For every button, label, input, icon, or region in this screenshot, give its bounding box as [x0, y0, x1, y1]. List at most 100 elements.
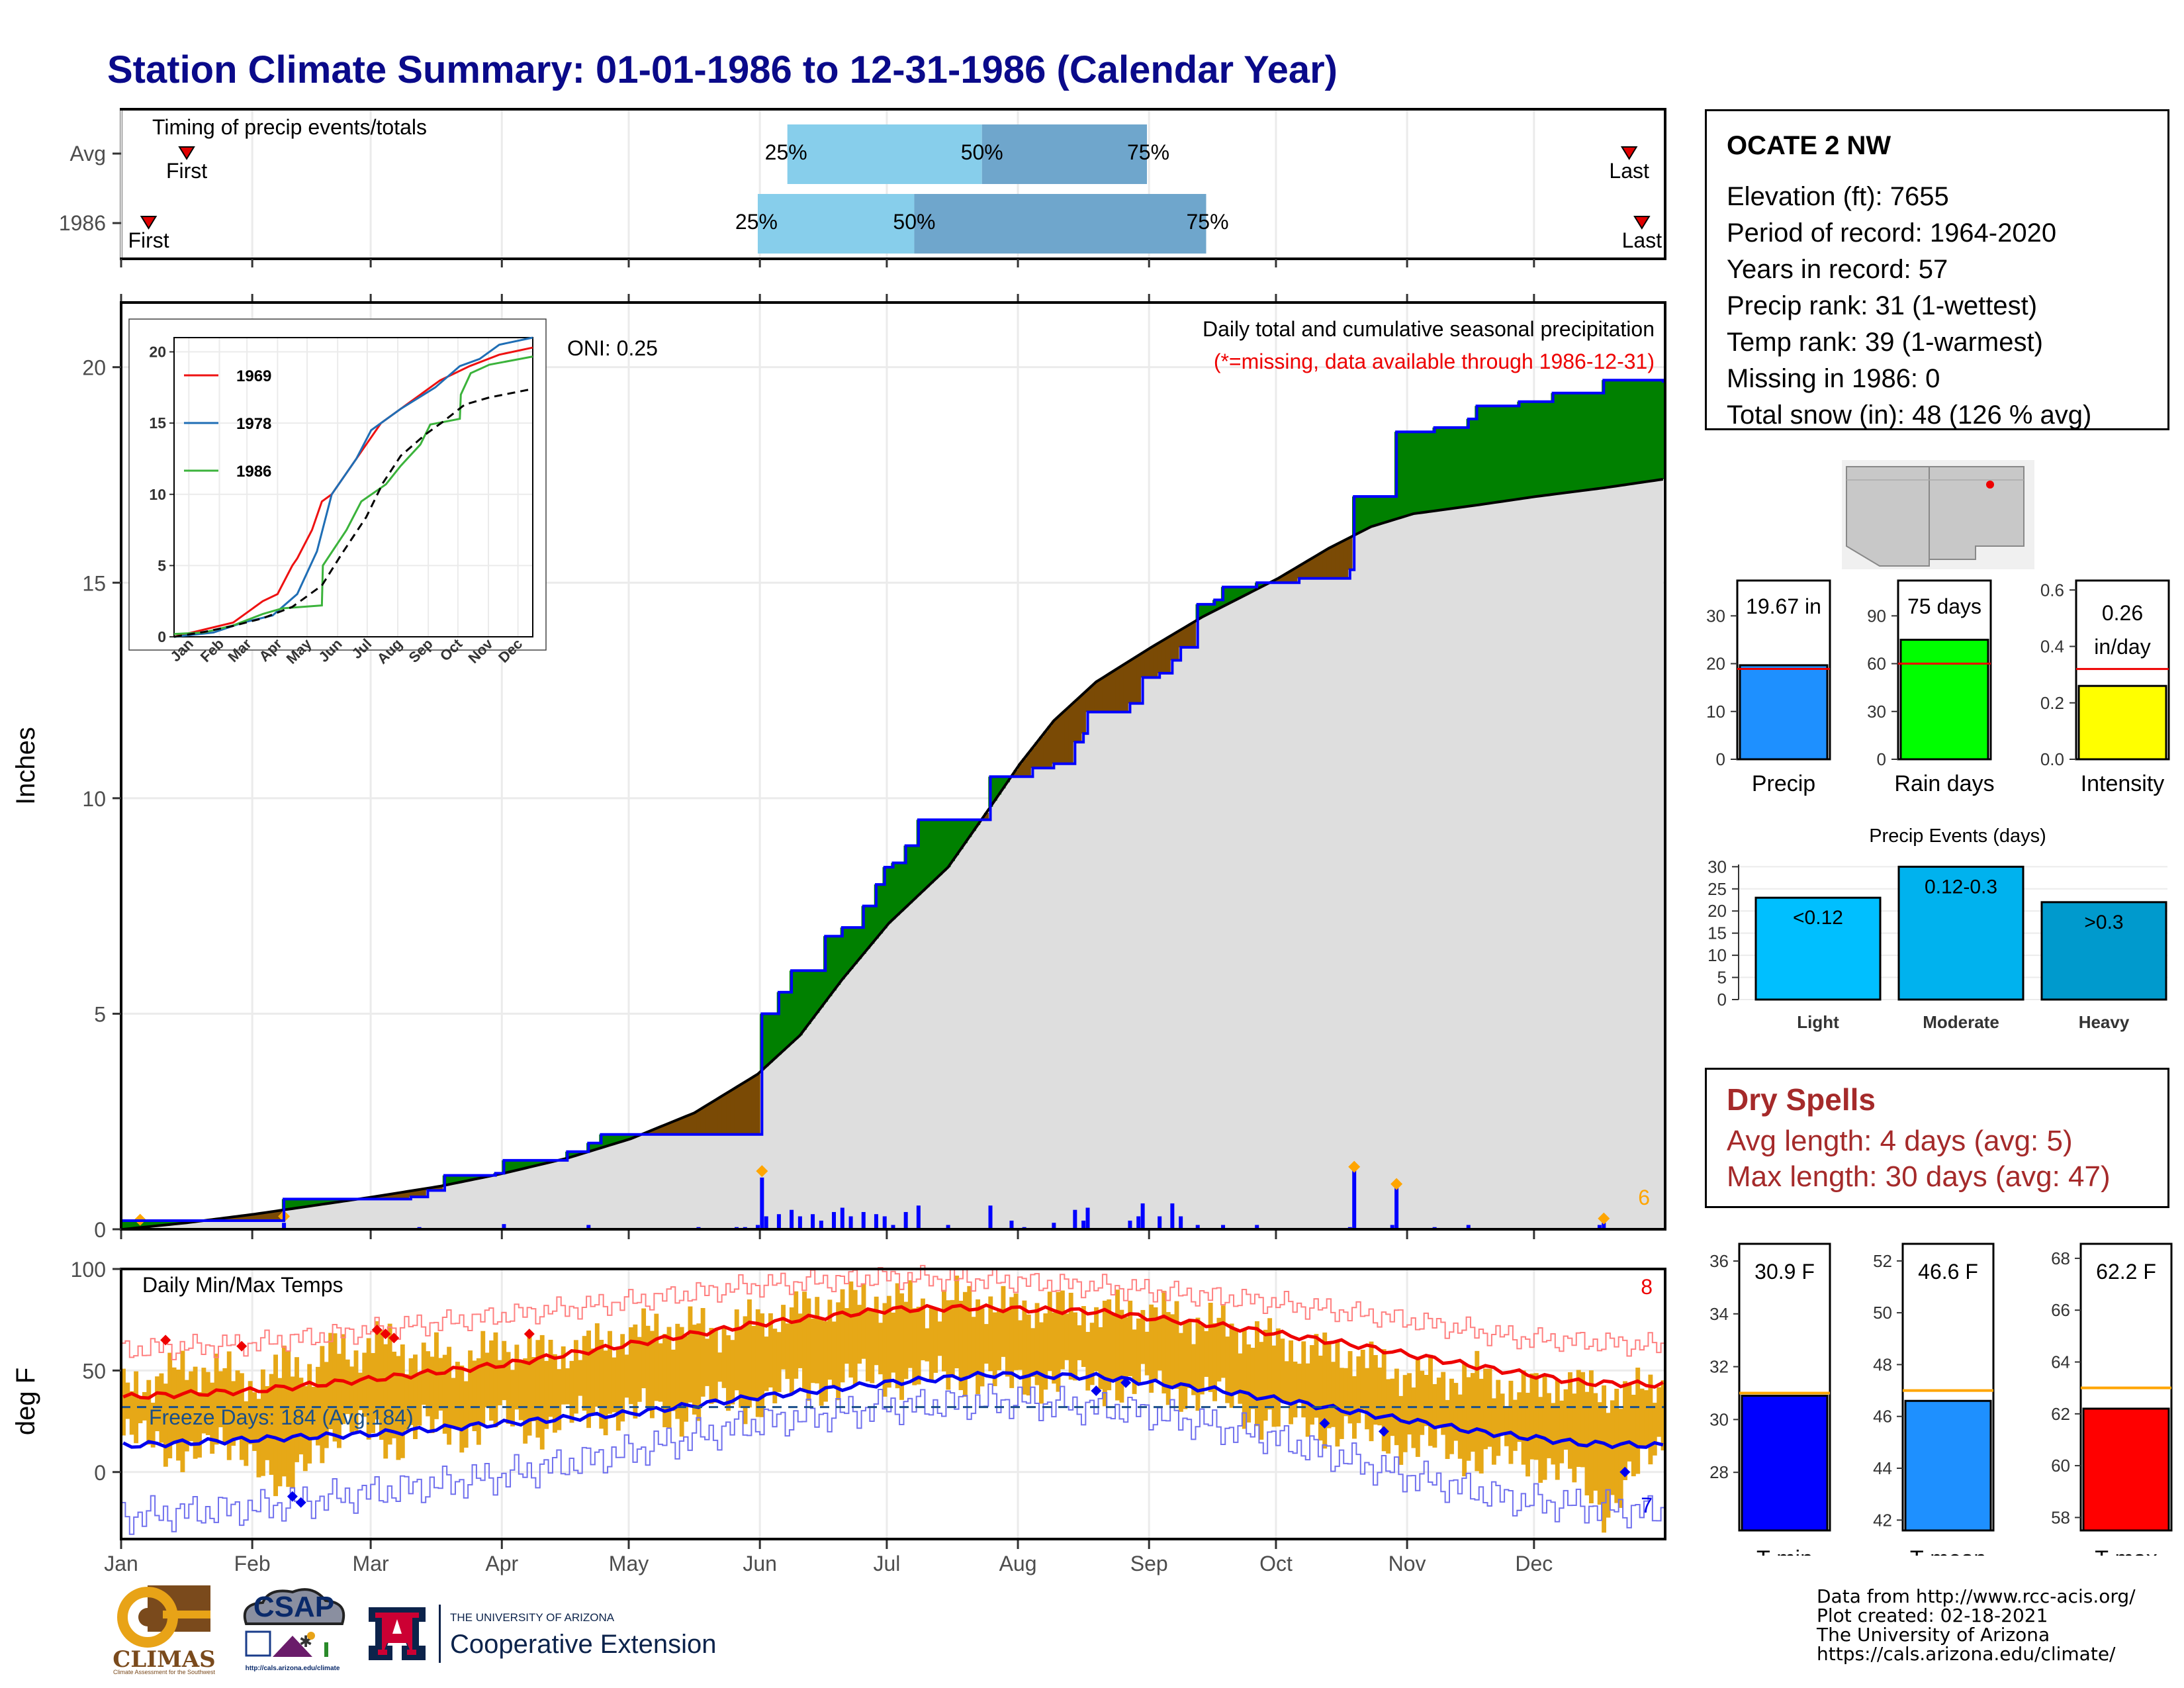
precip-anomaly-segment	[404, 1192, 410, 1199]
precip-anomaly-segment	[421, 1188, 426, 1197]
daily-temp-range-bar	[535, 1340, 541, 1438]
daily-temp-range-bar	[459, 1365, 465, 1453]
daily-temp-range-bar	[942, 1289, 946, 1372]
daily-temp-range-bar	[1347, 1351, 1353, 1424]
daily-temp-range-bar	[392, 1351, 396, 1438]
daily-temp-range-bar	[256, 1399, 261, 1477]
daily-precip-bar	[1466, 1225, 1471, 1229]
precip-anomaly-segment	[163, 1220, 168, 1225]
daily-temp-range-bar	[476, 1358, 481, 1445]
daily-temp-range-bar	[629, 1327, 633, 1405]
precip-anomaly-segment	[751, 1076, 756, 1135]
summary-bar-label: Intensity	[2081, 771, 2165, 796]
temp-bar-y-tick-label: 50	[1873, 1303, 1892, 1323]
csap-url: http://cals.arizona.edu/climate	[245, 1665, 340, 1672]
precip-anomaly-segment	[590, 1143, 596, 1150]
precip-anomaly-segment	[1119, 665, 1124, 712]
precip-anomaly-segment	[755, 1074, 760, 1135]
daily-temp-range-bar	[565, 1368, 570, 1405]
record-high-marker	[380, 1329, 391, 1340]
precip-y-tick-label: 20	[82, 356, 106, 380]
precip-anomaly-segment	[1060, 712, 1065, 764]
events-y-tick-label: 15	[1707, 923, 1727, 943]
precip-anomaly-segment	[1504, 406, 1510, 501]
precip-anomaly-segment	[1377, 496, 1383, 524]
precip-anomaly-segment	[679, 1118, 684, 1135]
precip-anomaly-segment	[1123, 663, 1128, 712]
daily-temp-range-bar	[921, 1298, 925, 1360]
timing-q50-label: 50%	[961, 140, 1003, 164]
precip-anomaly-segment	[1635, 380, 1641, 483]
precip-anomaly-segment	[252, 1214, 257, 1221]
daily-temp-range-bar	[1500, 1393, 1505, 1435]
daily-temp-range-bar	[1661, 1380, 1666, 1451]
precip-anomaly-segment	[265, 1212, 270, 1221]
temp-bar-y-tick-label: 32	[1709, 1357, 1729, 1377]
daily-temp-range-bar	[747, 1299, 752, 1408]
daily-temp-range-bar	[1360, 1350, 1365, 1410]
precip-anomaly-segment	[815, 970, 820, 1013]
precip-anomaly-segment	[1381, 496, 1387, 523]
precip-anomaly-segment	[569, 1151, 574, 1157]
precip-anomaly-segment	[1606, 380, 1611, 488]
daily-temp-range-bar	[514, 1344, 520, 1410]
daily-precip-bar	[790, 1209, 794, 1229]
precip-anomaly-segment	[743, 1082, 748, 1135]
daily-temp-range-bar	[484, 1352, 490, 1407]
daily-temp-range-bar	[1445, 1399, 1450, 1460]
temp-y-tick-label: 100	[71, 1258, 106, 1282]
daily-temp-range-bar	[594, 1323, 600, 1407]
precip-anomaly-segment	[1623, 380, 1628, 485]
daily-temp-range-bar	[1254, 1321, 1259, 1427]
daily-temp-range-bar	[645, 1325, 651, 1408]
daily-temp-range-bar	[1373, 1355, 1378, 1425]
daily-temp-range-bar	[463, 1381, 469, 1448]
events-y-tick-label: 30	[1707, 857, 1727, 876]
daily-temp-range-bar	[1216, 1317, 1222, 1382]
daily-temp-range-bar	[239, 1373, 244, 1460]
daily-temp-range-bar	[1013, 1293, 1019, 1370]
precip-anomaly-segment	[1639, 380, 1645, 483]
inset-y-tick-label: 0	[158, 628, 166, 645]
daily-temp-range-bar	[442, 1354, 447, 1434]
precip-event-bar-label: >0.3	[2084, 912, 2123, 933]
precip-anomaly-segment	[286, 1199, 291, 1209]
daily-temp-range-bar	[1009, 1297, 1015, 1388]
inset-series-line	[173, 388, 533, 638]
daily-temp-range-bar	[171, 1367, 177, 1444]
daily-temp-range-bar	[252, 1392, 257, 1451]
daily-temp-range-bar	[1314, 1334, 1319, 1418]
precip-anomaly-segment	[1238, 586, 1243, 598]
daily-temp-range-bar	[561, 1346, 566, 1405]
first-event-marker	[140, 216, 158, 230]
daily-temp-range-bar	[666, 1327, 672, 1429]
precip-anomaly-segment	[1085, 689, 1091, 712]
daily-temp-range-bar	[1639, 1388, 1645, 1448]
daily-temp-range-bar	[150, 1402, 156, 1448]
average-max-line	[122, 1303, 1664, 1400]
precip-anomaly-segment	[772, 1013, 778, 1059]
precip-anomaly-segment	[1098, 679, 1103, 712]
inset-y-tick-label: 5	[158, 557, 166, 574]
precip-event-bar	[1897, 865, 2025, 1001]
ua-line1: THE UNIVERSITY OF ARIZONA	[450, 1611, 615, 1624]
daily-temp-range-bar	[1538, 1397, 1543, 1483]
precip-anomaly-segment	[239, 1215, 244, 1221]
precip-anomaly-segment	[747, 1079, 752, 1135]
daily-temp-range-bar	[332, 1333, 338, 1442]
precip-anomaly-segment	[1420, 432, 1425, 513]
precip-anomaly-segment	[1453, 427, 1459, 508]
precip-anomaly-segment	[1576, 393, 1581, 491]
temp-y-axis: 0 50 100	[71, 1258, 121, 1485]
daily-temp-range-bar	[886, 1295, 891, 1388]
daily-temp-range-bar	[438, 1358, 443, 1411]
temp-bar-y-tick-label: 66	[2051, 1300, 2070, 1320]
daily-precip-bar	[1221, 1225, 1226, 1229]
precip-event-category: Heavy	[2079, 1012, 2130, 1032]
precip-anomaly-segment	[1584, 393, 1590, 491]
precip-anomaly-segment	[544, 1160, 549, 1164]
precip-anomaly-segment	[396, 1193, 401, 1199]
precip-anomaly-segment	[726, 1092, 731, 1135]
daily-temp-range-bar	[1644, 1390, 1649, 1446]
precip-anomaly-segment	[430, 1187, 435, 1191]
